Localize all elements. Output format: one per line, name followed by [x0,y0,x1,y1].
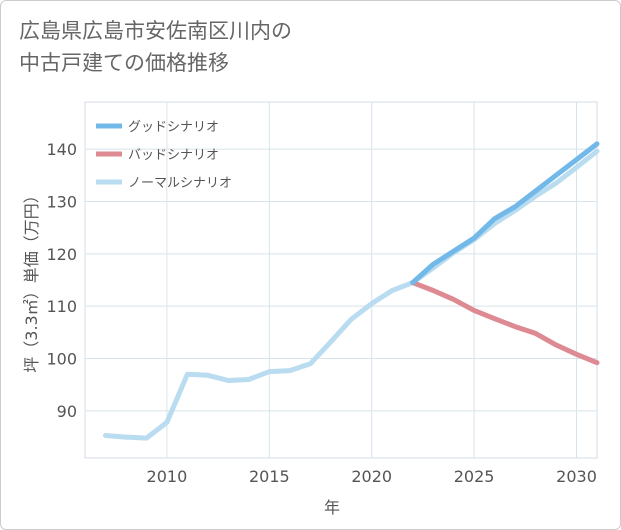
x-tick-label: 2010 [147,467,188,486]
y-tick-label: 100 [46,350,77,369]
y-tick-label: 130 [46,192,77,211]
y-axis-title: 坪（3.3㎡）単価（万円） [22,187,41,372]
y-tick-label: 90 [57,402,77,421]
grid [85,102,597,458]
legend-label-0[interactable]: グッドシナリオ [128,120,219,135]
y-tick-label: 120 [46,245,77,264]
x-tick-labels: 2010 2015 2020 2025 2030 [147,467,597,486]
chart-title: 広島県広島市安佐南区川内の 中古戸建ての価格推移 [19,15,292,79]
series-line-0 [410,141,600,286]
x-tick-label: 2020 [351,467,392,486]
series-line-2 [103,148,600,441]
legend-label-2[interactable]: ノーマルシナリオ [128,176,232,191]
y-tick-label: 110 [46,297,77,316]
y-tick-labels: 90 100 110 120 130 140 [46,140,77,421]
series-lines [103,141,600,441]
x-tick-label: 2030 [556,467,597,486]
title-line-1: 広島県広島市安佐南区川内の [19,19,292,43]
legend-label-1[interactable]: バッドシナリオ [128,148,219,163]
plot-area [84,101,598,459]
y-tick-label: 140 [46,140,77,159]
series-line-1 [410,280,600,366]
x-tick-label: 2015 [249,467,290,486]
x-tick-label: 2025 [454,467,495,486]
x-axis-title: 年 [324,498,340,517]
title-line-2: 中古戸建ての価格推移 [19,51,229,75]
